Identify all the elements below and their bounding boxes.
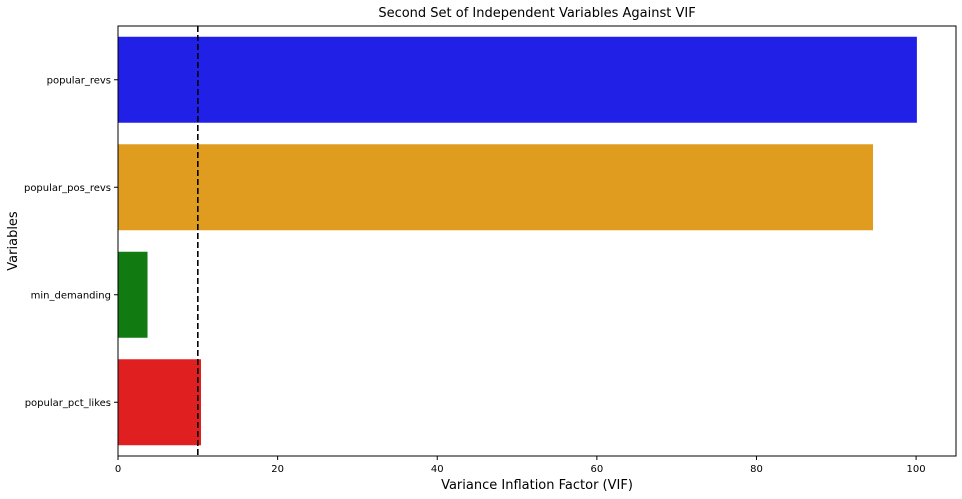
y-tick-label: min_demanding bbox=[31, 290, 111, 301]
x-tick-label: 80 bbox=[750, 464, 763, 475]
bar-popular_pos_revs bbox=[118, 144, 873, 231]
x-axis-label: Variance Inflation Factor (VIF) bbox=[441, 478, 633, 493]
x-tick-label: 20 bbox=[271, 464, 284, 475]
y-tick-label: popular_pos_revs bbox=[24, 183, 111, 194]
x-axis-ticks: 0 20 40 60 80 100 bbox=[115, 456, 926, 475]
plot-frame bbox=[117, 25, 957, 457]
y-axis-label: Variables bbox=[6, 211, 21, 271]
x-tick-label: 0 bbox=[115, 464, 121, 475]
chart-title: Second Set of Independent Variables Agai… bbox=[378, 6, 695, 21]
bar-popular_revs bbox=[118, 36, 917, 123]
x-tick-label: 60 bbox=[590, 464, 603, 475]
bars-group bbox=[118, 36, 917, 446]
bar-min_demanding bbox=[118, 251, 148, 338]
y-axis-ticks: popular_revs popular_pos_revs min_demandin… bbox=[24, 75, 118, 409]
y-tick-label: popular_pct_likes bbox=[25, 398, 111, 409]
x-tick-label: 100 bbox=[907, 464, 926, 475]
y-tick-label: popular_revs bbox=[47, 75, 111, 86]
x-tick-label: 40 bbox=[431, 464, 444, 475]
bar-popular_pct_likes bbox=[118, 359, 202, 446]
